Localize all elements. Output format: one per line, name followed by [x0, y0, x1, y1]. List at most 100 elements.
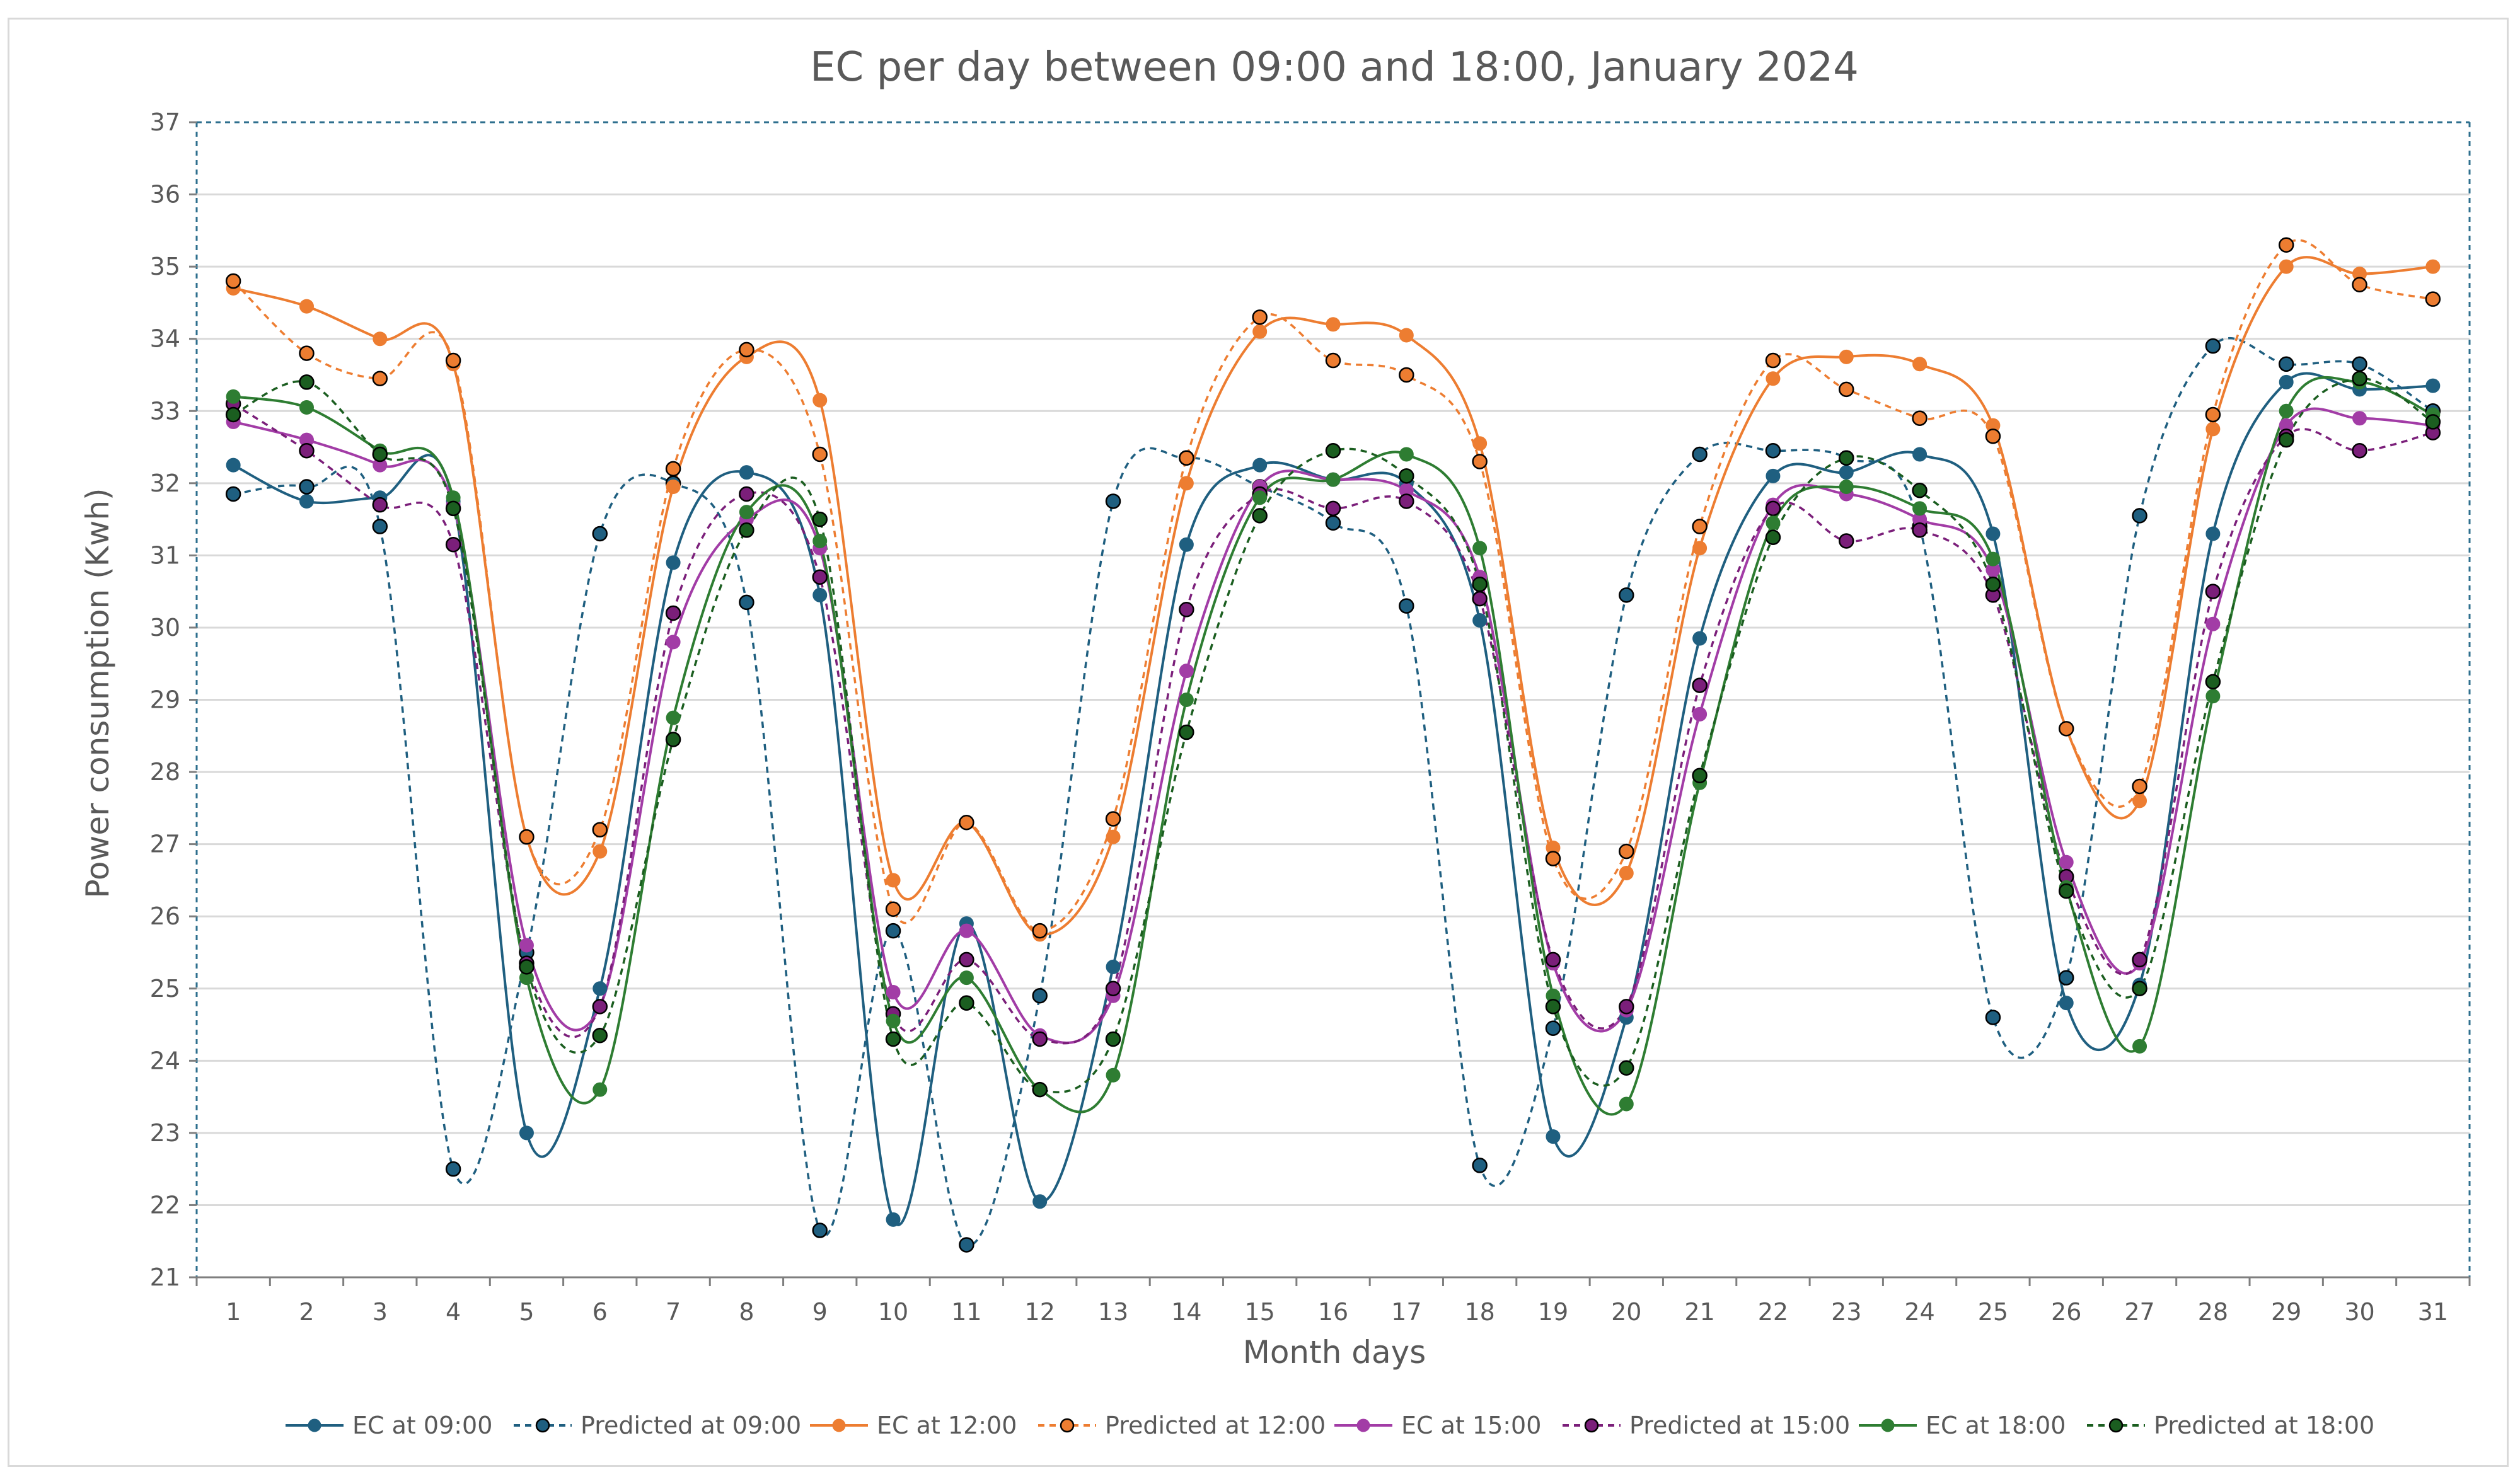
legend-marker: [1356, 1418, 1370, 1432]
data-point-predicted-at-18-00: [1839, 450, 1854, 466]
data-point-predicted-at-12-00: [1839, 381, 1854, 398]
y-tick-label: 36: [150, 181, 180, 209]
y-tick-label: 34: [150, 325, 180, 353]
data-point-predicted-at-12-00: [2058, 721, 2074, 737]
data-point-ec-at-09-00: [2279, 374, 2294, 389]
data-point-ec-at-09-00: [1546, 1129, 1561, 1144]
y-tick-label: 29: [150, 686, 180, 714]
x-tick-label: 19: [1538, 1298, 1568, 1326]
x-tick-label: 15: [1244, 1298, 1274, 1326]
legend-label: Predicted at 12:00: [1105, 1412, 1326, 1439]
data-point-ec-at-18-00: [2205, 689, 2221, 704]
data-point-predicted-at-18-00: [1912, 483, 1928, 498]
legend-marker: [2108, 1418, 2124, 1433]
data-point-predicted-at-12-00: [959, 815, 974, 831]
data-point-predicted-at-12-00: [1252, 309, 1268, 325]
data-point-predicted-at-15-00: [1325, 500, 1341, 517]
data-point-ec-at-12-00: [592, 844, 608, 859]
data-point-ec-at-18-00: [2132, 1038, 2147, 1054]
data-point-ec-at-09-00: [1985, 526, 2001, 541]
data-point-predicted-at-12-00: [2205, 406, 2221, 423]
data-point-predicted-at-09-00: [1765, 443, 1781, 459]
y-tick-label: 35: [150, 253, 180, 280]
data-point-ec-at-12-00: [1692, 541, 1708, 556]
data-point-predicted-at-15-00: [1912, 522, 1928, 538]
data-point-ec-at-15-00: [1179, 664, 1194, 679]
x-tick-label: 28: [2198, 1298, 2228, 1326]
y-tick-label: 23: [150, 1119, 180, 1147]
data-point-ec-at-18-00: [1839, 480, 1854, 495]
data-point-ec-at-09-00: [592, 981, 608, 996]
data-point-predicted-at-12-00: [1985, 429, 2001, 444]
data-point-predicted-at-18-00: [519, 959, 535, 975]
data-point-ec-at-12-00: [2132, 793, 2147, 808]
data-point-ec-at-09-00: [886, 1212, 901, 1227]
data-point-predicted-at-12-00: [885, 901, 901, 917]
data-point-predicted-at-15-00: [592, 999, 608, 1015]
data-point-ec-at-09-00: [812, 587, 828, 602]
data-point-ec-at-12-00: [2425, 259, 2441, 274]
data-point-ec-at-12-00: [886, 873, 901, 888]
data-point-ec-at-09-00: [1179, 537, 1194, 552]
data-point-ec-at-12-00: [1472, 436, 1488, 451]
y-tick-label: 22: [150, 1191, 180, 1219]
data-point-predicted-at-18-00: [1325, 443, 1341, 459]
data-point-ec-at-18-00: [812, 533, 828, 548]
data-point-ec-at-18-00: [1399, 447, 1414, 462]
data-point-predicted-at-12-00: [739, 342, 754, 358]
data-point-ec-at-15-00: [2205, 616, 2221, 631]
data-point-predicted-at-18-00: [665, 732, 681, 747]
data-point-predicted-at-15-00: [299, 443, 315, 459]
series-line-predicted-at-18-00: [233, 377, 2434, 1093]
data-point-predicted-at-12-00: [1105, 811, 1121, 827]
x-tick-label: 5: [519, 1298, 534, 1326]
data-point-ec-at-12-00: [666, 480, 681, 495]
data-point-predicted-at-15-00: [959, 952, 974, 968]
x-tick-label: 25: [1978, 1298, 2008, 1326]
x-tick-label: 13: [1098, 1298, 1128, 1326]
y-tick-label: 25: [150, 975, 180, 1003]
data-point-predicted-at-12-00: [445, 352, 461, 369]
x-tick-label: 1: [226, 1298, 241, 1326]
legend-label: Predicted at 18:00: [2154, 1412, 2374, 1439]
data-point-predicted-at-12-00: [1765, 352, 1781, 369]
y-axis-title: Power consumption (Kwh): [79, 488, 116, 898]
x-tick-label: 23: [1831, 1298, 1861, 1326]
x-tick-label: 22: [1758, 1298, 1788, 1326]
data-point-ec-at-18-00: [1106, 1067, 1121, 1083]
legend-marker: [832, 1418, 846, 1432]
data-point-predicted-at-18-00: [2058, 883, 2074, 899]
data-point-ec-at-09-00: [1252, 457, 1268, 473]
legend-marker: [1584, 1418, 1599, 1433]
y-tick-label: 37: [150, 108, 180, 136]
data-point-ec-at-12-00: [373, 331, 388, 347]
legend-item-predicted-at-12-00: Predicted at 12:00: [1038, 1412, 1326, 1439]
data-point-predicted-at-12-00: [1179, 450, 1194, 466]
data-point-predicted-at-09-00: [812, 1222, 828, 1238]
data-point-predicted-at-18-00: [2278, 432, 2294, 448]
legend-marker: [1881, 1418, 1895, 1432]
data-point-predicted-at-18-00: [1105, 1031, 1121, 1047]
data-point-predicted-at-09-00: [959, 1237, 974, 1253]
data-point-ec-at-18-00: [666, 710, 681, 725]
x-axis-title: Month days: [1243, 1334, 1426, 1371]
legend-item-predicted-at-09-00: Predicted at 09:00: [514, 1412, 801, 1439]
data-point-predicted-at-18-00: [1985, 576, 2001, 592]
data-point-predicted-at-18-00: [2425, 414, 2441, 430]
series-lines: [232, 239, 2434, 1246]
x-tick-label: 6: [592, 1298, 608, 1326]
y-tick-label: 21: [150, 1263, 180, 1291]
data-point-predicted-at-18-00: [1252, 508, 1268, 524]
data-point-predicted-at-09-00: [739, 594, 754, 611]
data-point-predicted-at-09-00: [1619, 587, 1634, 603]
legend-marker: [308, 1418, 321, 1432]
data-point-predicted-at-09-00: [1472, 1158, 1488, 1173]
series-line-ec-at-18-00: [233, 376, 2434, 1116]
legend-item-predicted-at-15-00: Predicted at 15:00: [1563, 1412, 1850, 1439]
data-point-predicted-at-09-00: [2278, 356, 2294, 372]
legend-item-predicted-at-18-00: Predicted at 18:00: [2087, 1412, 2374, 1439]
y-tick-label: 32: [150, 469, 180, 497]
legend-label: Predicted at 09:00: [581, 1412, 801, 1439]
data-point-predicted-at-12-00: [1619, 843, 1634, 860]
